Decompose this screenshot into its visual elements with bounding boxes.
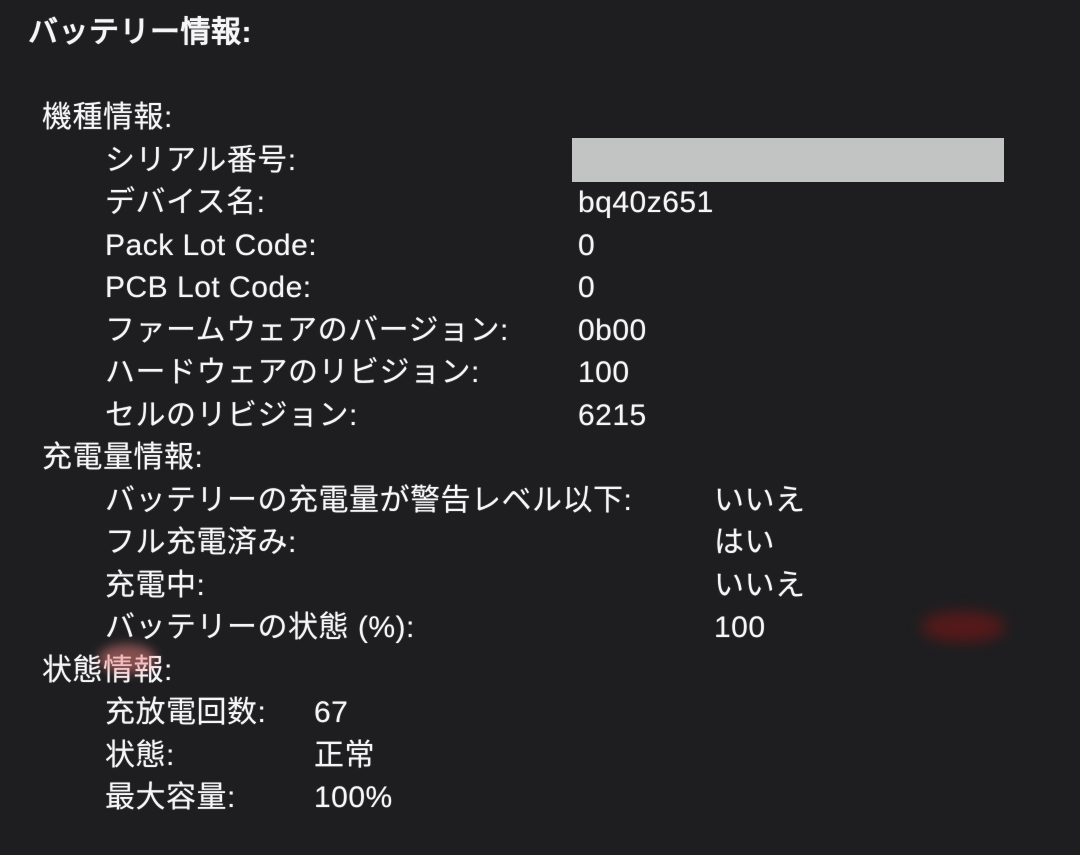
row-value: 67 — [314, 696, 349, 729]
row-value: いいえ — [714, 568, 806, 602]
info-row: ハードウェアのリビジョン: 100 — [0, 352, 1080, 395]
row-value: 100 — [578, 356, 630, 389]
row-label: ファームウェアのバージョン: — [105, 313, 509, 347]
info-row: ファームウェアのバージョン: 0b00 — [0, 310, 1080, 353]
page-title: バッテリー情報: — [28, 16, 252, 49]
row-value: 0b00 — [578, 313, 647, 347]
row-label: セルのリビジョン: — [105, 398, 358, 432]
info-row: 最大容量: 100% — [0, 777, 1080, 820]
info-row: バッテリーの状態 (%): 100 — [0, 607, 1080, 650]
report-sections: 機種情報: シリアル番号: デバイス名: bq40z651 Pack Lot C… — [0, 97, 1080, 820]
report-section: 機種情報: シリアル番号: デバイス名: bq40z651 Pack Lot C… — [0, 97, 1080, 437]
row-value: いいえ — [714, 483, 806, 517]
report-section: 充電量情報: バッテリーの充電量が警告レベル以下: いいえ フル充電済み: はい… — [0, 437, 1080, 650]
row-label: 状態: — [105, 738, 175, 772]
info-row: 充電中: いいえ — [0, 565, 1080, 608]
row-value: 6215 — [578, 398, 647, 432]
info-row: 状態: 正常 — [0, 735, 1080, 778]
info-row: デバイス名: bq40z651 — [0, 182, 1080, 225]
row-value: 0 — [578, 271, 596, 304]
row-label: Pack Lot Code: — [105, 228, 318, 262]
redacted-serial-box — [572, 137, 1004, 182]
spacer-line — [0, 55, 1080, 98]
row-value: 0 — [578, 228, 596, 262]
row-value: 100 — [714, 611, 766, 644]
row-label: 充電中: — [105, 568, 206, 602]
row-value: 正常 — [314, 738, 375, 772]
report-section: 状態情報: 充放電回数: 67 状態: 正常 最大容量: 100% — [0, 650, 1080, 820]
info-row: Pack Lot Code: 0 — [0, 225, 1080, 268]
row-value: 100% — [314, 781, 393, 814]
section-heading: 充電量情報: — [42, 441, 204, 474]
row-value: bq40z651 — [578, 186, 714, 219]
row-label: 最大容量: — [105, 781, 236, 814]
row-label: バッテリーの充電量が警告レベル以下: — [105, 483, 633, 517]
info-row: フル充電済み: はい — [0, 522, 1080, 565]
info-row: シリアル番号: — [0, 137, 1080, 183]
row-label: PCB Lot Code: — [105, 271, 312, 304]
info-row: バッテリーの充電量が警告レベル以下: いいえ — [0, 480, 1080, 523]
section-heading: 機種情報: — [42, 101, 173, 134]
row-label: 充放電回数: — [105, 696, 267, 729]
section-heading: 状態情報: — [42, 653, 173, 687]
row-label: バッテリーの状態 (%): — [105, 611, 415, 644]
row-label: ハードウェアのリビジョン: — [105, 356, 480, 389]
row-value: はい — [714, 526, 775, 559]
info-row: 充放電回数: 67 — [0, 692, 1080, 735]
row-label: フル充電済み: — [105, 526, 297, 559]
row-label: デバイス名: — [105, 186, 266, 219]
row-label: シリアル番号: — [105, 143, 297, 177]
info-row: PCB Lot Code: 0 — [0, 267, 1080, 310]
info-row: セルのリビジョン: 6215 — [0, 395, 1080, 438]
